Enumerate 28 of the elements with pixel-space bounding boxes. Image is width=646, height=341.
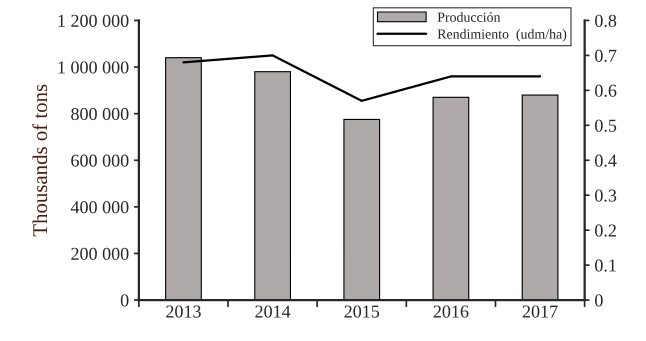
y-tick-label: 1 200 000 [58,14,128,27]
y2-tick-label: 0 [595,294,603,307]
x-tick-label: 2014 [255,305,290,318]
y2-tick-label: 0.6 [595,84,616,97]
y-tick-label: 1 000 000 [58,61,128,74]
y2-tick-label: 0.3 [595,189,616,202]
bar [343,118,380,300]
legend-label: Producción [438,12,500,22]
y2-tick-label: 0.2 [595,224,616,237]
x-tick-label: 2016 [434,305,468,318]
y2-tick-label: 0.8 [595,14,616,27]
y-tick-label: 0 [120,294,128,307]
y2-tick-label: 0.7 [595,50,616,62]
legend-label: Rendimiento (udm/ha) [438,28,566,42]
y-tick-label: 200 000 [71,248,128,260]
x-tick-label: 2017 [522,305,558,318]
y-tick-label: 600 000 [71,154,128,167]
y-axis-title: Thousands of tons [32,84,48,236]
y2-tick-label: 0.1 [595,259,616,272]
bar [254,71,291,300]
y2-tick-label: 0.5 [595,120,616,132]
y2-tick-label: 0.4 [595,154,617,167]
bar [432,96,470,300]
y-tick-label: 800 000 [71,108,128,120]
bar [522,94,558,300]
y-tick-label: 400 000 [70,201,128,214]
x-tick-label: 2015 [344,305,380,318]
x-tick-label: 2013 [166,305,201,318]
